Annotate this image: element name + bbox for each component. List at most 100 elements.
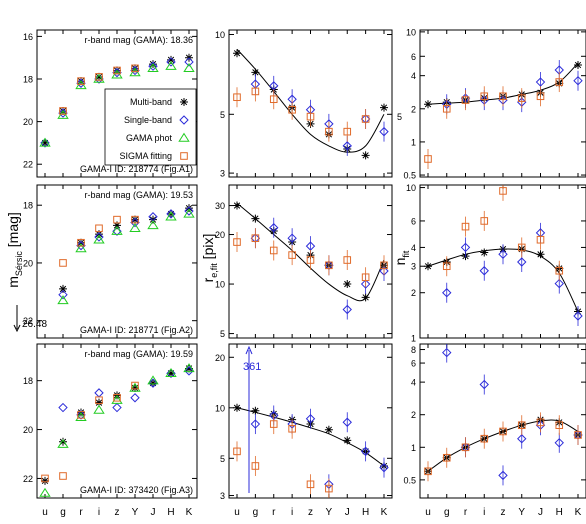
x-tick-label: g	[253, 507, 259, 518]
data-point	[479, 266, 489, 276]
data-point	[343, 436, 352, 445]
data-point	[131, 381, 139, 390]
data-point	[555, 421, 564, 429]
ylabel-col2: nfit	[392, 250, 411, 265]
data-point	[251, 462, 260, 470]
data-point	[77, 77, 85, 85]
data-point	[113, 215, 121, 224]
y-tick-label: 20	[23, 258, 33, 268]
y-tick-label: 20	[215, 353, 225, 363]
data-point	[59, 437, 67, 446]
ylabel-col1-unit: [pix]	[200, 234, 216, 264]
annotation-upper-value: 361	[243, 345, 261, 493]
data-point	[57, 438, 69, 448]
data-point	[479, 379, 489, 390]
data-point	[129, 382, 141, 392]
data-point	[343, 280, 352, 289]
data-point	[165, 367, 177, 378]
y-tick-label: 22	[23, 160, 33, 170]
y-tick-label: 4	[411, 243, 416, 253]
data-point	[287, 233, 297, 243]
rband-mag-label: r-band mag (GAMA): 19.53	[84, 190, 193, 200]
data-point	[424, 262, 432, 271]
data-point	[39, 487, 51, 497]
data-point	[76, 240, 86, 251]
ylabel-col0-sub: Sérsic	[14, 251, 24, 277]
data-point	[343, 256, 352, 264]
data-point	[442, 453, 451, 462]
data-point	[130, 393, 140, 403]
annotation-lower-limit: 26.48	[13, 305, 47, 333]
y-tick-label: 6	[411, 359, 416, 369]
data-point	[166, 368, 176, 379]
data-point	[442, 104, 451, 113]
data-point	[93, 404, 105, 414]
y-tick-label: 10	[215, 30, 225, 40]
y-tick-label: 18	[23, 201, 33, 211]
y-tick-label: 1	[411, 334, 416, 344]
data-point	[39, 137, 51, 147]
x-tick-label: g	[60, 507, 66, 518]
data-point	[424, 467, 432, 476]
data-point	[40, 138, 50, 148]
data-point	[574, 61, 582, 70]
data-point	[58, 108, 68, 118]
data-point	[59, 107, 67, 115]
data-point	[306, 112, 315, 121]
ylabel-col0: mSérsic [mag]	[5, 212, 24, 288]
data-point	[183, 208, 195, 218]
data-point	[233, 403, 241, 412]
y-tick-label: 10	[406, 183, 416, 193]
data-point	[233, 447, 241, 456]
y-tick-label: 8	[411, 345, 416, 355]
y-tick-label: 4	[411, 378, 416, 388]
data-point	[480, 434, 489, 443]
x-tick-label: r	[464, 507, 468, 518]
y-tick-label: 18	[23, 75, 33, 85]
x-tick-label: i	[98, 507, 100, 518]
data-point	[93, 73, 105, 83]
data-point	[77, 238, 85, 247]
data-point	[94, 388, 104, 398]
data-point	[480, 217, 489, 225]
data-point	[233, 93, 241, 102]
legend-gama-label: GAMA phot	[126, 133, 173, 143]
data-point	[112, 226, 122, 236]
data-point	[379, 126, 389, 137]
data-point	[77, 411, 85, 419]
data-point	[555, 266, 564, 275]
data-point	[112, 402, 122, 413]
data-point	[183, 363, 195, 373]
y-tick-label: 10	[215, 280, 225, 290]
y-tick-label: 6	[411, 52, 416, 62]
data-point	[536, 235, 545, 244]
data-point	[517, 434, 527, 444]
data-point	[131, 215, 139, 224]
data-point	[573, 75, 583, 86]
data-point	[536, 418, 545, 427]
y-tick-label: 20	[215, 230, 225, 240]
data-point	[95, 72, 103, 81]
data-point	[461, 443, 470, 452]
data-point	[129, 222, 141, 233]
y-tick-label: 20	[23, 117, 33, 127]
data-point	[183, 63, 195, 73]
data-point	[113, 393, 121, 402]
data-point	[499, 427, 507, 436]
data-point	[251, 406, 260, 415]
ylabel-col0-unit: [mag]	[5, 212, 21, 251]
data-point	[167, 369, 175, 378]
y-tick-label: 3	[411, 262, 416, 272]
y-tick-label: 3	[220, 491, 225, 501]
data-point	[95, 230, 103, 239]
data-point	[95, 224, 103, 233]
data-point	[517, 421, 526, 429]
data-point	[498, 470, 508, 481]
gama-id-label: GAMA-I ID: 218774 (Fig.A1)	[80, 164, 193, 174]
data-point	[111, 394, 123, 404]
x-tick-label: z	[308, 507, 313, 518]
data-point	[517, 94, 526, 102]
x-tick-label: J	[151, 507, 156, 518]
